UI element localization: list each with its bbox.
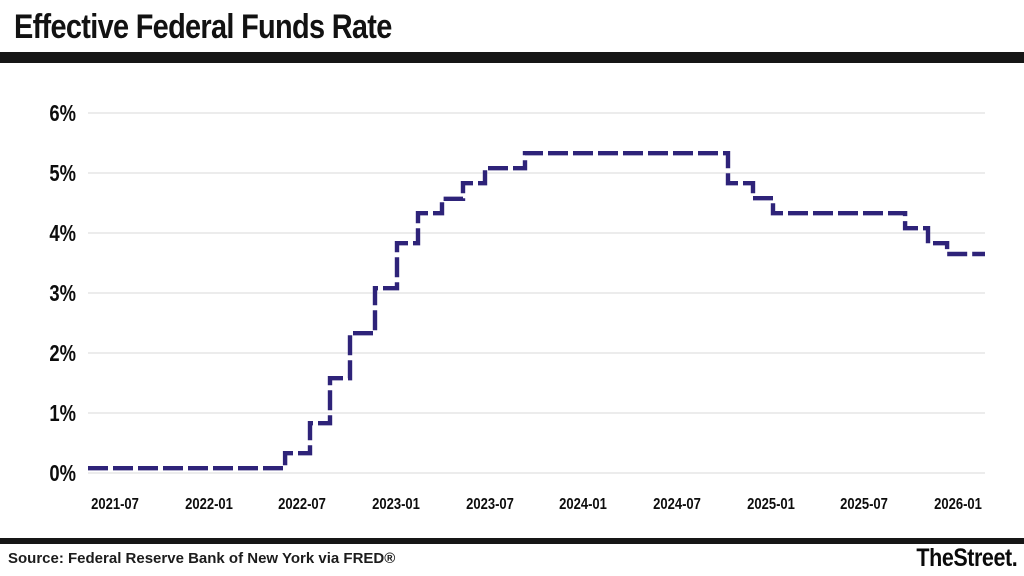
source-attribution: Source: Federal Reserve Bank of New York… xyxy=(8,550,396,567)
x-tick-label: 2026-01 xyxy=(934,496,982,513)
y-tick-label: 2% xyxy=(49,340,76,366)
x-tick-label: 2023-07 xyxy=(465,496,514,513)
y-tick-label: 4% xyxy=(49,220,76,246)
x-tick-label: 2022-01 xyxy=(184,496,233,513)
x-tick-label: 2025-01 xyxy=(746,496,795,513)
page-title: Effective Federal Funds Rate xyxy=(14,8,392,46)
footer-divider xyxy=(0,538,1024,544)
x-tick-label: 2021-07 xyxy=(91,496,139,513)
y-tick-label: 3% xyxy=(49,280,76,306)
y-tick-label: 0% xyxy=(49,460,76,486)
effr-step-line xyxy=(88,151,985,471)
thestreet-logo: TheStreet. xyxy=(916,544,1017,572)
y-tick-label: 6% xyxy=(49,100,76,126)
x-tick-label: 2024-07 xyxy=(653,496,701,513)
y-tick-label: 1% xyxy=(49,400,76,426)
x-tick-label: 2024-01 xyxy=(559,496,608,513)
x-tick-label: 2025-07 xyxy=(840,496,889,513)
y-tick-label: 5% xyxy=(49,160,76,186)
title-divider xyxy=(0,52,1024,63)
x-tick-label: 2023-01 xyxy=(372,496,420,513)
x-tick-label: 2022-07 xyxy=(278,496,327,513)
